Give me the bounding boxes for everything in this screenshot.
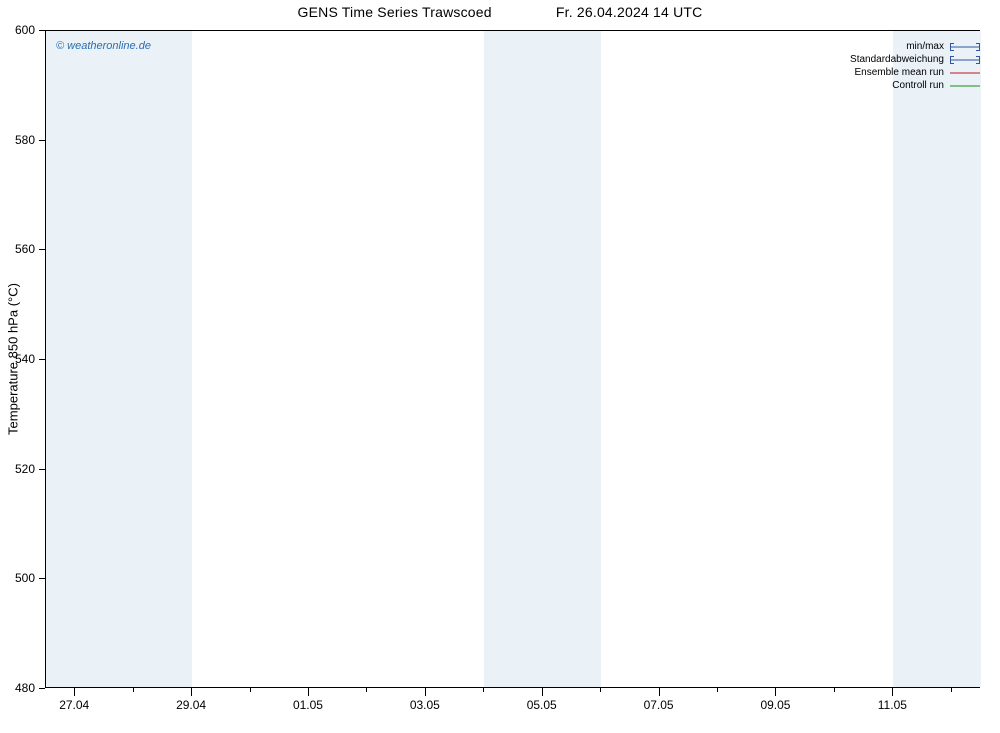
legend-item: Ensemble mean run <box>850 66 980 79</box>
legend-item-label: min/max <box>906 40 950 53</box>
weekend-band <box>484 31 601 687</box>
y-tick-label: 600 <box>15 23 35 37</box>
plot-area <box>45 30 980 688</box>
x-minor-tick-mark <box>483 688 484 692</box>
x-minor-tick-mark <box>133 688 134 692</box>
y-tick-mark <box>39 688 45 689</box>
legend-item-label: Standardabweichung <box>850 53 950 66</box>
x-minor-tick-mark <box>250 688 251 692</box>
weekend-band <box>46 31 192 687</box>
legend-item: min/max <box>850 40 980 53</box>
x-minor-tick-mark <box>717 688 718 692</box>
legend-swatch <box>950 68 980 78</box>
y-tick-label: 500 <box>15 571 35 585</box>
y-tick-mark <box>39 249 45 250</box>
x-tick-label: 05.05 <box>527 698 557 712</box>
legend: min/maxStandardabweichungEnsemble mean r… <box>850 40 980 92</box>
x-tick-mark <box>892 688 893 696</box>
legend-swatch <box>950 42 980 52</box>
y-tick-mark <box>39 140 45 141</box>
y-tick-mark <box>39 578 45 579</box>
y-tick-label: 580 <box>15 133 35 147</box>
x-tick-mark <box>775 688 776 696</box>
x-minor-tick-mark <box>366 688 367 692</box>
x-minor-tick-mark <box>600 688 601 692</box>
x-tick-label: 29.04 <box>176 698 206 712</box>
x-tick-label: 27.04 <box>59 698 89 712</box>
chart-title-line: GENS Time Series Trawscoed Fr. 26.04.202… <box>0 4 1000 20</box>
legend-item-label: Ensemble mean run <box>855 66 951 79</box>
legend-swatch <box>950 81 980 91</box>
x-minor-tick-mark <box>834 688 835 692</box>
x-minor-tick-mark <box>951 688 952 692</box>
x-tick-mark <box>425 688 426 696</box>
watermark: © weatheronline.de <box>56 40 151 52</box>
x-tick-mark <box>308 688 309 696</box>
legend-item: Controll run <box>850 79 980 92</box>
y-tick-mark <box>39 30 45 31</box>
x-tick-mark <box>659 688 660 696</box>
weekend-band <box>893 31 981 687</box>
x-tick-mark <box>542 688 543 696</box>
legend-item: Standardabweichung <box>850 53 980 66</box>
x-tick-label: 11.05 <box>878 698 907 712</box>
x-tick-mark <box>74 688 75 696</box>
legend-swatch <box>950 55 980 65</box>
x-tick-label: 01.05 <box>293 698 323 712</box>
x-tick-mark <box>191 688 192 696</box>
y-tick-label: 480 <box>15 681 35 695</box>
legend-item-label: Controll run <box>892 79 950 92</box>
x-tick-label: 07.05 <box>644 698 674 712</box>
x-tick-label: 03.05 <box>410 698 440 712</box>
y-tick-label: 560 <box>15 242 35 256</box>
chart-title-main: GENS Time Series Trawscoed <box>298 4 492 20</box>
y-tick-mark <box>39 359 45 360</box>
chart-container: GENS Time Series Trawscoed Fr. 26.04.202… <box>0 0 1000 733</box>
y-tick-mark <box>39 469 45 470</box>
y-tick-label: 540 <box>15 352 35 366</box>
chart-title-date: Fr. 26.04.2024 14 UTC <box>556 4 703 20</box>
x-tick-label: 09.05 <box>760 698 790 712</box>
y-tick-label: 520 <box>15 462 35 476</box>
